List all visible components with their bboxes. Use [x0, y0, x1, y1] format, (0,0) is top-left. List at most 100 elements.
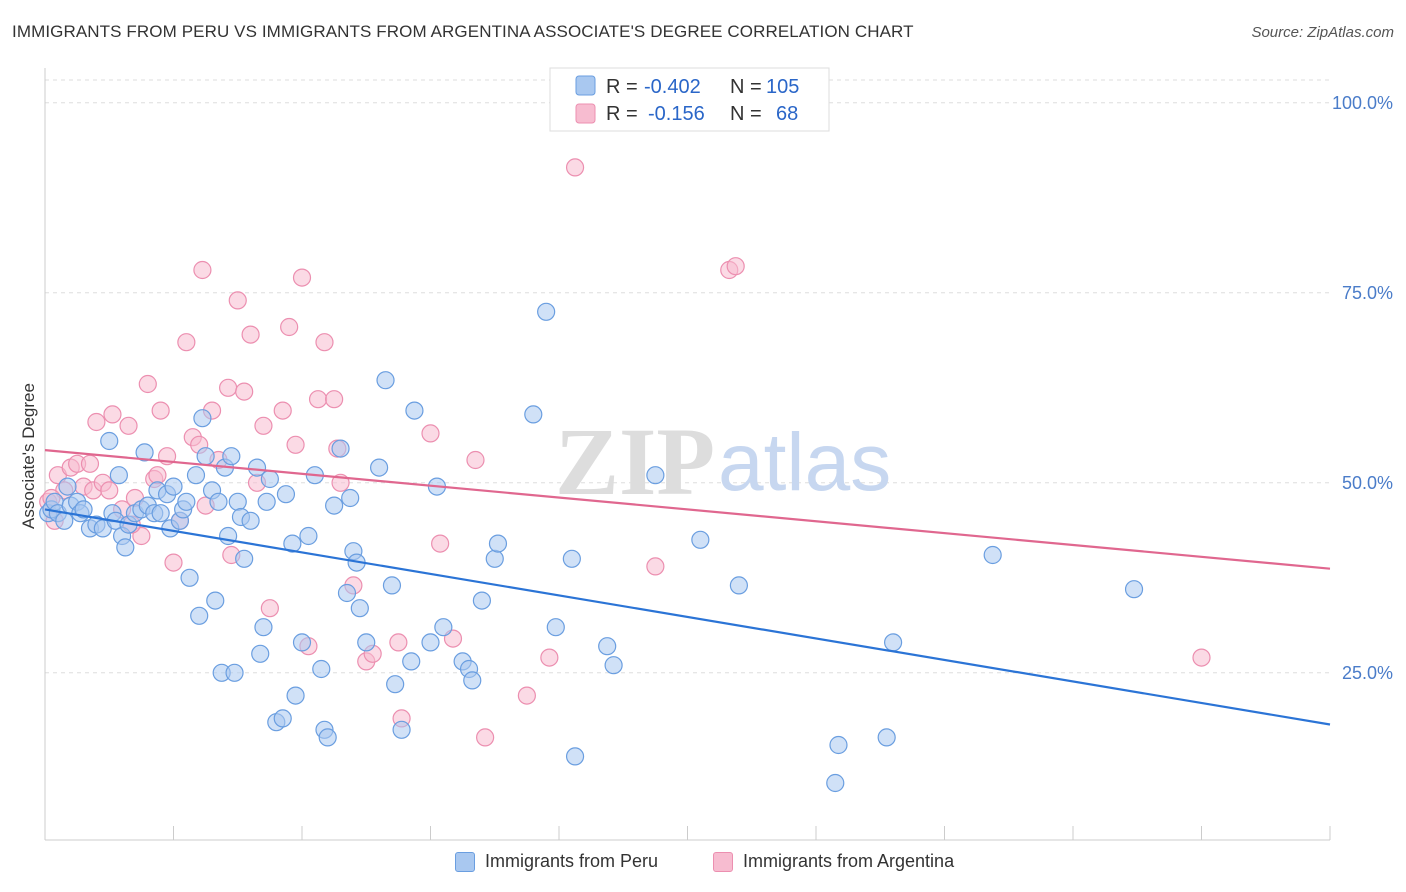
peru-point — [402, 652, 421, 671]
legend-swatch-peru — [575, 75, 596, 96]
peru-point — [209, 492, 228, 511]
legend-box — [549, 67, 830, 132]
peru-point — [164, 477, 183, 496]
argentina-point — [431, 534, 450, 553]
legend-n-value-argentina: 68 — [776, 103, 798, 125]
peru-point — [826, 773, 845, 793]
argentina-point — [292, 268, 312, 287]
peru-point — [276, 485, 296, 504]
argentina-point — [389, 633, 408, 652]
peru-points — [39, 302, 1144, 793]
peru-point — [386, 675, 405, 694]
peru-point — [1124, 580, 1144, 599]
argentina-point — [177, 333, 196, 352]
argentina-point — [103, 405, 122, 424]
peru-point — [604, 656, 623, 675]
peru-point — [562, 549, 581, 568]
argentina-point — [315, 333, 334, 352]
argentina-point — [80, 454, 100, 473]
peru-point — [116, 538, 135, 557]
peru-point — [254, 618, 273, 637]
peru-point — [376, 371, 395, 390]
peru-point — [472, 591, 491, 610]
argentina-point — [280, 317, 299, 337]
peru-point — [257, 492, 276, 511]
argentina-point — [1192, 648, 1211, 667]
peru-point — [357, 633, 376, 652]
watermark: ZIP atlas — [555, 408, 891, 515]
legend: R = -0.402 N = 105 R = -0.156 N = 68 — [549, 67, 830, 132]
peru-point — [318, 728, 337, 747]
peru-point — [100, 431, 119, 451]
peru-point — [312, 659, 331, 679]
legend-n-label-argentina: N = — [730, 103, 762, 125]
peru-point — [488, 534, 508, 553]
argentina-point — [151, 401, 170, 420]
peru-point — [186, 466, 206, 485]
peru-point — [463, 671, 482, 690]
peru-point — [292, 633, 312, 652]
peru-point — [691, 530, 710, 549]
peru-point — [225, 663, 244, 682]
argentina-point — [260, 599, 279, 618]
peru-point — [331, 439, 350, 458]
argentina-point — [193, 260, 212, 280]
argentina-point — [235, 382, 254, 401]
peru-point — [58, 477, 77, 496]
peru-point — [546, 618, 565, 637]
watermark-atlas: atlas — [718, 417, 891, 508]
y-axis-label: Associate's Degree — [19, 383, 38, 529]
peru-point — [829, 735, 848, 755]
argentina-point — [308, 390, 328, 409]
bottom-legend-label-peru: Immigrants from Peru — [485, 851, 659, 871]
peru-point — [196, 447, 215, 466]
peru-point — [646, 466, 665, 485]
peru-point — [729, 576, 749, 595]
peru-point — [260, 469, 279, 489]
argentina-point — [219, 378, 238, 397]
bottom-legend-label-argentina: Immigrants from Argentina — [743, 851, 955, 871]
peru-point — [283, 534, 302, 553]
argentina-point — [646, 557, 665, 576]
source-label: Source: ZipAtlas.com — [1251, 24, 1394, 41]
peru-point — [325, 496, 344, 515]
peru-point — [537, 302, 556, 321]
argentina-point — [421, 424, 440, 443]
peru-point — [251, 644, 270, 663]
bottom-legend: Immigrants from Peru Immigrants from Arg… — [0, 851, 1406, 881]
peru-point — [421, 633, 440, 652]
argentina-point — [87, 412, 106, 432]
peru-point — [565, 747, 585, 766]
y-tick-label: 75.0% — [1342, 283, 1393, 303]
argentina-point — [148, 466, 167, 485]
peru-point — [151, 504, 170, 523]
peru-point — [524, 405, 543, 424]
argentina-point — [565, 158, 585, 177]
peru-point — [883, 633, 903, 652]
peru-point — [222, 447, 241, 466]
peru-point — [109, 466, 128, 485]
peru-point — [74, 500, 93, 519]
argentina-point — [228, 291, 247, 310]
argentina-point — [517, 686, 536, 705]
legend-r-label-argentina: R = — [606, 103, 638, 125]
peru-point — [190, 606, 209, 625]
peru-point — [405, 401, 424, 420]
legend-n-label-peru: N = — [730, 76, 762, 98]
peru-point — [370, 458, 389, 477]
y-tick-label: 25.0% — [1342, 663, 1393, 683]
argentina-point — [119, 416, 138, 435]
peru-point — [177, 492, 196, 511]
scatter-chart: ZIP atlas 25.0%50.0%75.0%100.0% 0.0%20.0… — [19, 67, 1393, 841]
peru-point — [273, 709, 292, 728]
argentina-point — [476, 728, 495, 747]
peru-point — [180, 568, 199, 587]
legend-swatch-argentina — [575, 103, 596, 124]
argentina-point — [254, 416, 273, 435]
peru-point — [135, 443, 154, 462]
watermark-zip: ZIP — [555, 408, 715, 515]
peru-point — [434, 618, 453, 637]
y-tick-label: 100.0% — [1332, 93, 1393, 113]
y-tick-labels: 25.0% 50.0% 75.0% 100.0% — [1332, 93, 1393, 683]
argentina-point — [325, 390, 344, 409]
